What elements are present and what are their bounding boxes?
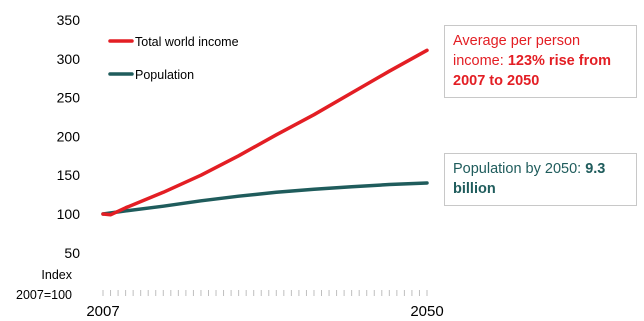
x-tick-labels: 2007 2050 (86, 303, 443, 320)
y-tick-labels: 50 100 150 200 250 300 350 (57, 12, 81, 261)
income-annotation-box: Average per person income: 123% rise fro… (444, 25, 637, 98)
y-tick-label-200: 200 (57, 128, 81, 144)
legend-label-total-world-income: Total world income (135, 35, 239, 49)
legend-label-population: Population (135, 68, 194, 82)
y-tick-label-300: 300 (57, 51, 81, 67)
x-tick-label-2050: 2050 (410, 303, 443, 320)
y-tick-label-50: 50 (64, 245, 80, 261)
y-axis-title: Index 2007=100 (16, 268, 73, 302)
x-tick-label-2007: 2007 (86, 303, 119, 320)
population-annotation-text: Population by 2050: (453, 161, 586, 177)
population-annotation-bold-text: 9.3 billion (453, 161, 606, 197)
y-tick-label-250: 250 (57, 90, 81, 106)
y-tick-label-350: 350 (57, 12, 81, 28)
series-line-population (101, 181, 429, 216)
y-axis-title-line-1: Index (41, 268, 72, 282)
y-tick-label-100: 100 (57, 206, 81, 222)
legend: Total world income Population (108, 35, 239, 82)
series-lines (101, 48, 429, 217)
series-line-total-world-income (101, 48, 429, 217)
income-annotation-text: Average per person income: (453, 33, 581, 69)
population-annotation-box: Population by 2050: 9.3 billion (444, 153, 637, 206)
x-minor-ticks (102, 290, 428, 296)
y-axis-title-line-2: 2007=100 (16, 288, 72, 302)
y-tick-label-150: 150 (57, 167, 81, 183)
income-annotation-bold-text: 123% rise from 2007 to 2050 (453, 53, 611, 89)
